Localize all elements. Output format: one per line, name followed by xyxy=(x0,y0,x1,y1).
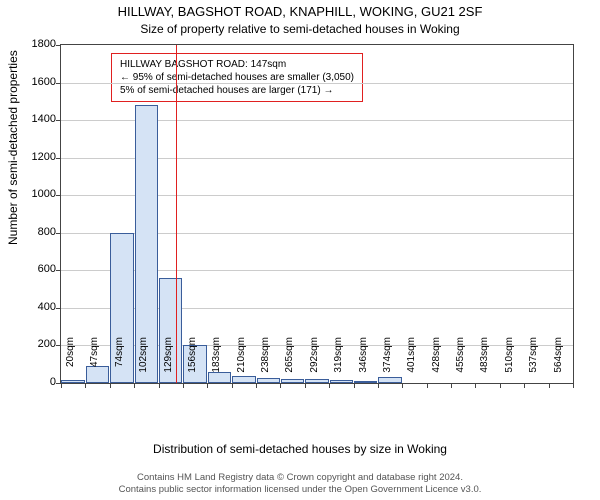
x-tick-label: 346sqm xyxy=(358,337,369,387)
x-tick xyxy=(280,383,281,388)
x-tick xyxy=(110,383,111,388)
x-tick-label: 265sqm xyxy=(284,337,295,387)
y-tick-label: 400 xyxy=(16,301,56,313)
x-tick xyxy=(232,383,233,388)
y-tick xyxy=(56,195,61,196)
y-tick xyxy=(56,345,61,346)
y-tick-label: 1400 xyxy=(16,113,56,125)
x-tick xyxy=(378,383,379,388)
x-tick xyxy=(134,383,135,388)
y-tick xyxy=(56,158,61,159)
y-tick xyxy=(56,83,61,84)
y-tick-label: 200 xyxy=(16,338,56,350)
plot-area: HILLWAY BAGSHOT ROAD: 147sqm ← 95% of se… xyxy=(60,44,574,384)
y-tick-label: 0 xyxy=(16,376,56,388)
x-tick-label: 401sqm xyxy=(406,337,417,387)
footer-text: Contains HM Land Registry data © Crown c… xyxy=(0,472,600,496)
x-tick xyxy=(305,383,306,388)
x-tick-label: 20sqm xyxy=(65,337,76,387)
x-tick-label: 483sqm xyxy=(479,337,490,387)
y-tick xyxy=(56,270,61,271)
footer-line-1: Contains HM Land Registry data © Crown c… xyxy=(0,472,600,484)
y-tick xyxy=(56,308,61,309)
figure: HILLWAY, BAGSHOT ROAD, KNAPHILL, WOKING,… xyxy=(0,0,600,500)
x-tick xyxy=(85,383,86,388)
x-tick-label: 319sqm xyxy=(333,337,344,387)
x-tick xyxy=(183,383,184,388)
x-tick xyxy=(524,383,525,388)
x-tick xyxy=(451,383,452,388)
x-tick xyxy=(207,383,208,388)
y-tick xyxy=(56,233,61,234)
x-tick xyxy=(61,383,62,388)
x-tick-label: 564sqm xyxy=(553,337,564,387)
x-tick xyxy=(329,383,330,388)
x-tick-label: 537sqm xyxy=(528,337,539,387)
x-tick-label: 183sqm xyxy=(211,337,222,387)
footer-line-2: Contains public sector information licen… xyxy=(0,484,600,496)
x-tick-label: 129sqm xyxy=(163,337,174,387)
legend-line-1: HILLWAY BAGSHOT ROAD: 147sqm xyxy=(120,58,354,71)
subject-marker-line xyxy=(176,45,177,383)
x-tick xyxy=(573,383,574,388)
y-tick xyxy=(56,45,61,46)
y-tick-label: 1000 xyxy=(16,188,56,200)
x-tick xyxy=(500,383,501,388)
x-tick-label: 74sqm xyxy=(114,337,125,387)
y-tick-label: 1200 xyxy=(16,151,56,163)
x-tick xyxy=(427,383,428,388)
x-tick-label: 156sqm xyxy=(187,337,198,387)
x-tick xyxy=(256,383,257,388)
y-tick-label: 1600 xyxy=(16,76,56,88)
y-tick-label: 1800 xyxy=(16,38,56,50)
x-tick-label: 428sqm xyxy=(431,337,442,387)
x-tick-label: 455sqm xyxy=(455,337,466,387)
legend-box: HILLWAY BAGSHOT ROAD: 147sqm ← 95% of se… xyxy=(111,53,363,102)
chart-title: HILLWAY, BAGSHOT ROAD, KNAPHILL, WOKING,… xyxy=(0,4,600,19)
x-tick xyxy=(475,383,476,388)
y-tick xyxy=(56,120,61,121)
legend-line-3: 5% of semi-detached houses are larger (1… xyxy=(120,84,354,97)
x-tick-label: 210sqm xyxy=(236,337,247,387)
x-tick xyxy=(549,383,550,388)
x-axis-label: Distribution of semi-detached houses by … xyxy=(0,442,600,456)
chart-subtitle: Size of property relative to semi-detach… xyxy=(0,22,600,36)
x-tick-label: 374sqm xyxy=(382,337,393,387)
x-tick-label: 47sqm xyxy=(89,337,100,387)
x-tick xyxy=(159,383,160,388)
x-tick-label: 292sqm xyxy=(309,337,320,387)
x-tick xyxy=(354,383,355,388)
x-tick-label: 238sqm xyxy=(260,337,271,387)
y-tick-label: 800 xyxy=(16,226,56,238)
x-tick-label: 102sqm xyxy=(138,337,149,387)
x-tick xyxy=(402,383,403,388)
gridline xyxy=(61,83,573,84)
y-tick-label: 600 xyxy=(16,263,56,275)
x-tick-label: 510sqm xyxy=(504,337,515,387)
